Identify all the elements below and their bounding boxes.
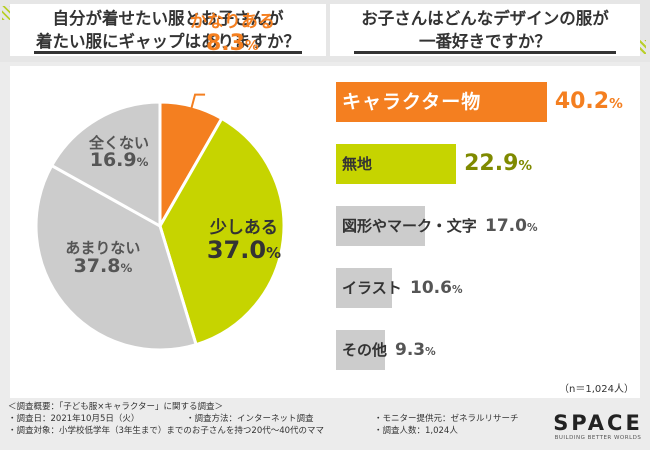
survey-date: ・調査日：2021年10月5日（火） <box>8 414 140 424</box>
title-underline <box>354 51 616 54</box>
right-title-text: お子さんはどんなデザインの服が 一番好きですか？ <box>361 9 609 51</box>
survey-footer: ＜調査概要：「子ども服×キャラクター」に関する調査＞ ・調査日：2021年10月… <box>0 398 650 450</box>
bar-value-label: 10.6% <box>410 278 463 298</box>
pie-label: あまりない 37.8% <box>48 238 158 277</box>
bar-row: イラスト 10.6% <box>336 268 636 308</box>
bar-category-label: キャラクター物 <box>342 91 482 113</box>
bar-category-label: その他 <box>342 341 388 359</box>
bar <box>336 268 392 308</box>
pie-value-label: 16.9% <box>89 149 149 172</box>
right-question-title: お子さんはどんなデザインの服が 一番好きですか？ <box>330 4 640 56</box>
pie-value-label: 8.3% <box>206 30 259 56</box>
left-title-text: 自分が着せたい服とお子さんが 着たい服にギャップはありますか？ <box>36 9 300 51</box>
pie-leader-line <box>189 93 206 113</box>
survey-target: ・調査対象：小学校低学年（3年生まで）までのお子さんを持つ20代〜40代のママ <box>8 426 325 436</box>
survey-summary: ＜調査概要：「子ども服×キャラクター」に関する調査＞ <box>8 402 224 412</box>
pie-label: 少しある 37.0% <box>189 220 299 263</box>
bar <box>336 206 426 246</box>
survey-provider: ・モニター提供元：ゼネラルリサーチ <box>374 414 519 424</box>
bar-category-label: 無地 <box>342 155 373 173</box>
bar-value-label: 17.0% <box>485 216 538 236</box>
pie-slice <box>158 116 286 347</box>
pie-category-label: 全くない <box>89 133 150 152</box>
header: ★ ★ 自分が着せたい服とお子さんが 着たい服にギャップはありますか？ お子さん… <box>0 0 650 62</box>
logo-tagline: BUILDING BETTER WORLDS <box>554 435 642 441</box>
survey-method: ・調査方法：インターネット調査 <box>186 414 314 424</box>
bar-row: 無地 22.9% <box>336 144 636 184</box>
bar-value-label: 9.3% <box>395 340 436 360</box>
pie-label: 全くない 16.9% <box>64 133 174 172</box>
left-question-title: 自分が着せたい服とお子さんが 着たい服にギャップはありますか？ <box>10 4 326 56</box>
bar <box>336 144 457 184</box>
bar-value-label: 40.2% <box>554 89 623 114</box>
pie-label: かなりある 8.3% <box>177 11 287 56</box>
bar <box>336 82 547 122</box>
pie-value-label: 37.0% <box>206 236 281 265</box>
pie-slice <box>34 163 198 352</box>
bar-row: その他 9.3% <box>336 330 636 370</box>
pie-category-label: あまりない <box>65 238 141 257</box>
bar-category-label: イラスト <box>342 279 402 297</box>
bar-row: キャラクター物 40.2% <box>336 82 636 122</box>
pie-value-label: 37.8% <box>73 254 133 277</box>
sample-size: （n＝1,024人） <box>559 384 634 395</box>
pie-category-label: かなりある <box>189 11 275 32</box>
bar-row: 図形やマーク・文字 17.0% <box>336 206 636 246</box>
bar <box>336 330 385 370</box>
pie-chart <box>34 93 286 352</box>
bar-value-label: 22.9% <box>464 151 533 176</box>
logo-text: SPACE <box>553 411 643 435</box>
pie-category-label: 少しある <box>209 218 278 239</box>
title-underline <box>34 51 302 54</box>
survey-count: ・調査人数：1,024人 <box>374 426 458 436</box>
bar-category-label: 図形やマーク・文字 <box>342 217 477 235</box>
pie-slice <box>49 100 162 229</box>
space-logo: SPACE BUILDING BETTER WORLDS <box>553 412 643 442</box>
chart-panel: かなりある 8.3% 少しある 37.0% あまりない 37.8% 全くない 16.9% キャ… <box>10 13 640 398</box>
